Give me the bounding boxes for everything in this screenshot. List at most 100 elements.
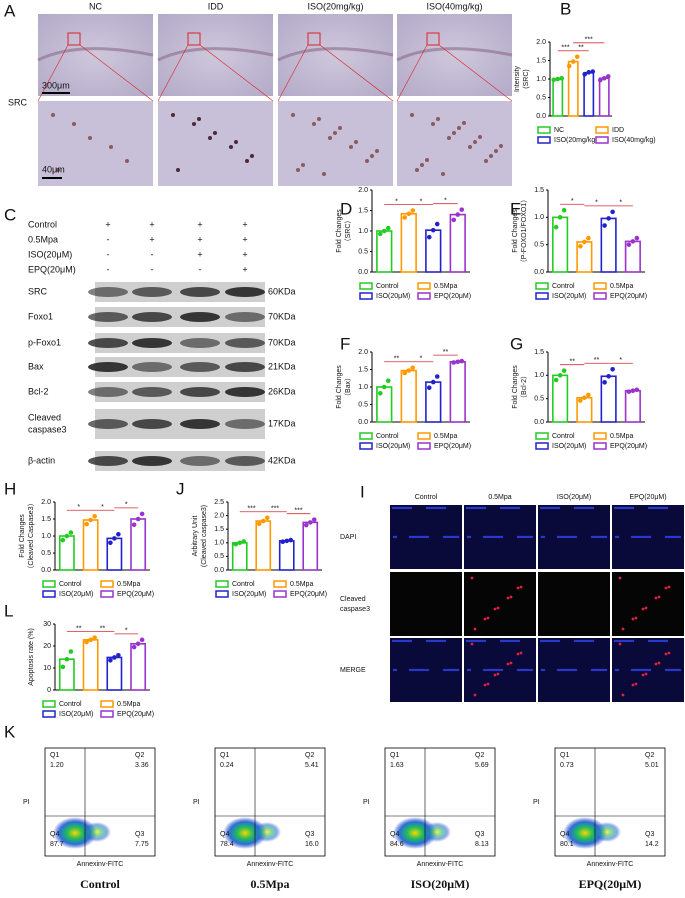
nucleus (625, 506, 629, 510)
y-axis-label: Fold Changes (512, 209, 519, 253)
nucleus (395, 639, 399, 643)
nucleus (509, 639, 513, 643)
data-point (602, 380, 607, 385)
data-point (385, 225, 391, 231)
cell-cloud (563, 817, 607, 849)
quadrant-value: 16.0 (305, 841, 319, 848)
quadrant-value: 78.4 (220, 841, 234, 848)
nucleus (562, 535, 566, 539)
legend-swatch (593, 292, 607, 300)
stain (312, 122, 316, 126)
nucleus (616, 535, 620, 539)
data-point (586, 70, 592, 75)
nucleus (581, 639, 585, 643)
data-point (586, 235, 591, 241)
legend-swatch (100, 700, 114, 708)
nucleus (665, 639, 669, 643)
quadrant-value: 1.20 (50, 762, 64, 769)
treatment-sign: + (242, 219, 247, 229)
nucleus (496, 668, 500, 672)
nucleus (670, 535, 674, 539)
data-point (60, 537, 66, 543)
stain (457, 126, 461, 130)
y-axis-label: Fold Changes (336, 365, 343, 409)
legend-label: IDD (612, 127, 624, 134)
data-point (68, 649, 74, 654)
nucleus (539, 506, 543, 510)
legend-label: ISO(20mg/kg) (554, 137, 598, 144)
significance-label: *** (585, 37, 593, 44)
data-point (256, 521, 262, 527)
y-axis-label: PI (23, 799, 30, 806)
nucleus (589, 506, 593, 510)
data-point (410, 208, 416, 213)
nucleus (574, 535, 578, 539)
red-signal (631, 683, 635, 687)
stain (410, 113, 414, 117)
red-signal (470, 576, 474, 580)
nucleus (564, 535, 568, 539)
zoom-line (319, 44, 394, 102)
nucleus (664, 668, 668, 672)
legend-swatch (417, 282, 431, 290)
nucleus (674, 535, 678, 539)
row-label: caspase3 (340, 606, 370, 613)
nucleus (479, 639, 483, 643)
nucleus (414, 535, 418, 539)
legend-label: 0.5Mpa (434, 433, 457, 440)
stain (109, 145, 113, 149)
zoom-line (37, 44, 69, 102)
red-signal (634, 682, 638, 686)
nucleus (481, 506, 485, 510)
stain (301, 163, 305, 167)
nucleus (590, 668, 594, 672)
nucleus (598, 535, 602, 539)
nucleus (592, 668, 596, 672)
cell-cloud (393, 817, 437, 849)
nucleus (441, 506, 445, 510)
panel-letter: I (360, 482, 365, 501)
nucleus (395, 506, 399, 510)
histology-zoom (158, 101, 273, 186)
red-signal (634, 616, 638, 620)
nucleus (585, 506, 589, 510)
blot-band (132, 387, 172, 397)
nucleus (450, 535, 454, 539)
zoom-box (187, 32, 201, 46)
quadrant-name: Q1 (560, 752, 569, 759)
red-signal (657, 661, 661, 665)
nucleus (425, 639, 429, 643)
nucleus (604, 535, 608, 539)
nucleus (577, 506, 581, 510)
nucleus (522, 535, 526, 539)
nucleus (646, 668, 650, 672)
column-title: Control (415, 494, 438, 501)
red-signal (470, 642, 474, 646)
data-point (381, 384, 387, 390)
nucleus (648, 668, 652, 672)
significance-label: ** (570, 359, 576, 366)
nucleus (442, 668, 446, 672)
nucleus (570, 535, 574, 539)
nucleus (442, 535, 446, 539)
nucleus (663, 639, 667, 643)
protein-label: Bcl-2 (28, 386, 49, 396)
y-tick-label: 0.0 (358, 419, 368, 426)
nucleus (570, 668, 574, 672)
size-label: 17KDa (268, 418, 296, 428)
y-tick-label: 0.0 (41, 567, 51, 574)
nucleus (672, 535, 676, 539)
nucleus (418, 668, 422, 672)
nucleus (642, 535, 646, 539)
legend-swatch (595, 136, 609, 144)
nucleus (467, 639, 471, 643)
nucleus (587, 639, 591, 643)
histology-image (278, 14, 393, 96)
blot-band (180, 312, 220, 322)
nucleus (468, 668, 472, 672)
data-point (131, 522, 137, 528)
nucleus (543, 506, 547, 510)
nucleus (647, 639, 651, 643)
legend-swatch (593, 432, 607, 440)
significance-label: ** (443, 349, 449, 356)
